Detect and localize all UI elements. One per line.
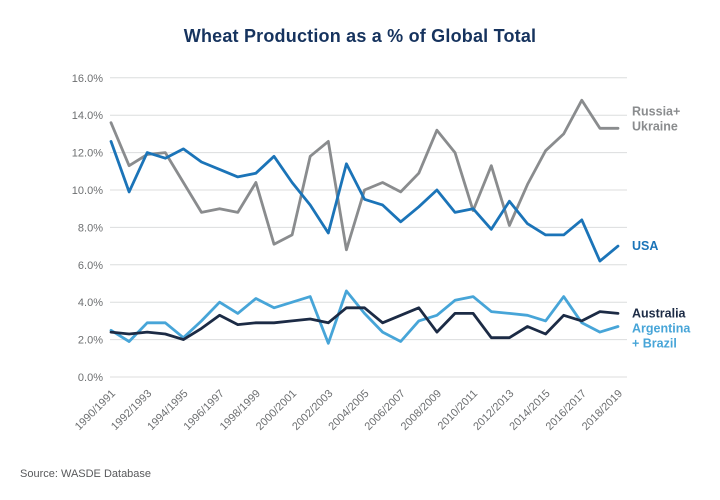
y-axis-tick-label: 4.0% (78, 297, 103, 309)
legend-label: Russia+ (632, 104, 680, 118)
y-axis-tick-label: 0.0% (78, 372, 103, 384)
y-axis-tick-label: 14.0% (72, 110, 103, 122)
line-australia (109, 306, 620, 342)
y-axis-tick-label: 2.0% (78, 335, 103, 347)
source-note: Source: WASDE Database (20, 468, 152, 480)
line-russia-ukraine (109, 98, 620, 252)
y-axis-tick-label: 10.0% (72, 185, 103, 197)
legend-label: + Brazil (632, 337, 677, 351)
y-axis-tick-label: 8.0% (78, 222, 103, 234)
legend-label: Argentina (632, 322, 691, 336)
y-axis-tick-label: 12.0% (72, 148, 103, 160)
legend-label: USA (632, 239, 658, 253)
line-usa (109, 139, 620, 263)
legend-label: Australia (632, 306, 687, 320)
chart-title: Wheat Production as a % of Global Total (183, 26, 537, 46)
y-axis-tick-label: 16.0% (72, 73, 103, 85)
line-argentina-brazil (109, 289, 620, 345)
y-axis-tick-label: 6.0% (78, 260, 103, 272)
legend-label: Ukraine (632, 119, 678, 133)
